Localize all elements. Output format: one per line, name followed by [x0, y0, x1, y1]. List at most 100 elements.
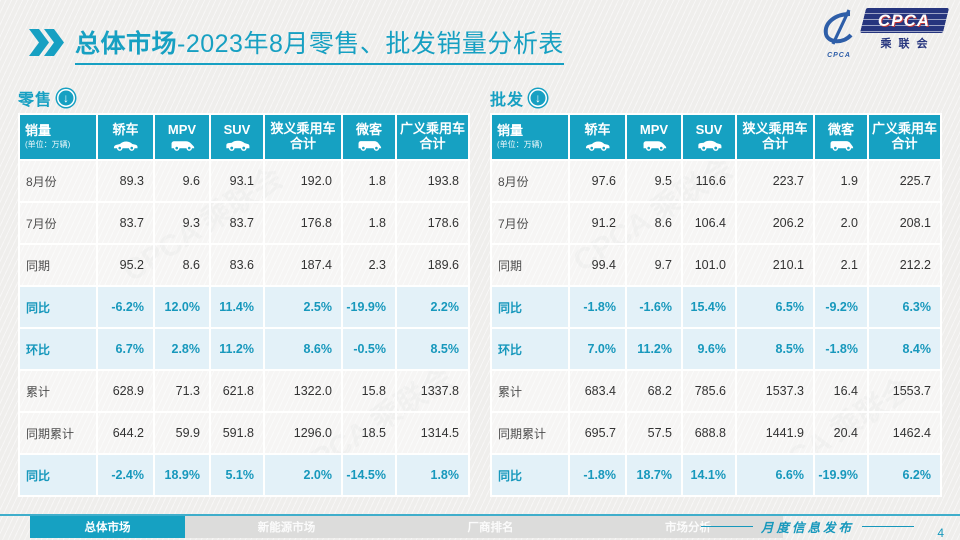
value-cell: 68.2 — [625, 369, 683, 413]
value-cell: -19.9% — [341, 285, 397, 329]
nav-tab-market-analysis[interactable]: 市场分析 — [593, 516, 783, 538]
row-label: 环比 — [490, 327, 570, 371]
value-cell: 6.2% — [867, 453, 942, 497]
row-label: 同比 — [18, 285, 98, 329]
row-label: 同比 — [18, 453, 98, 497]
value-cell: 89.3 — [96, 159, 155, 203]
table-row: 环比 7.0% 11.2% 9.6% 8.5% -1.8% 8.4% — [490, 327, 942, 371]
value-cell: 11.2% — [625, 327, 683, 371]
column-header: 微客 — [813, 113, 869, 161]
value-cell: 59.9 — [153, 411, 211, 455]
page-title: 总体市场-2023年8月零售、批发销量分析表 — [75, 24, 564, 65]
footer-note-dash — [700, 526, 753, 527]
value-cell: 18.9% — [153, 453, 211, 497]
value-cell: 15.8 — [341, 369, 397, 413]
value-cell: 2.5% — [263, 285, 343, 329]
sedan-icon — [572, 139, 623, 152]
value-cell: 8.6% — [263, 327, 343, 371]
value-cell: 1441.9 — [735, 411, 815, 455]
value-cell: 1296.0 — [263, 411, 343, 455]
value-cell: 93.1 — [209, 159, 265, 203]
nav-tab-oem-ranking[interactable]: 厂商排名 — [388, 516, 593, 538]
value-cell: 99.4 — [568, 243, 627, 287]
value-cell: 14.1% — [681, 453, 737, 497]
nav-tab-overall-market[interactable]: 总体市场 — [30, 516, 185, 538]
value-cell: -19.9% — [813, 453, 869, 497]
value-cell: 91.2 — [568, 201, 627, 245]
van-icon — [345, 139, 393, 152]
value-cell: 208.1 — [867, 201, 942, 245]
value-cell: 176.8 — [263, 201, 343, 245]
page-title-rest: -2023年8月零售、批发销量分析表 — [177, 30, 564, 58]
table-row: 同期 95.2 8.6 83.6 187.4 2.3 189.6 — [18, 243, 470, 287]
row-label: 同期累计 — [490, 411, 570, 455]
table-row: 7月份 83.7 9.3 83.7 176.8 1.8 178.6 — [18, 201, 470, 245]
value-cell: 20.4 — [813, 411, 869, 455]
table-row: 同比 -1.8% -1.6% 15.4% 6.5% -9.2% 6.3% — [490, 285, 942, 329]
column-header: 轿车 — [568, 113, 627, 161]
value-cell: 15.4% — [681, 285, 737, 329]
row-label: 同期 — [18, 243, 98, 287]
column-header: 广义乘用车合计 — [395, 113, 470, 161]
value-cell: 695.7 — [568, 411, 627, 455]
retail-section: 零售 ↓ 销量 (单位：万辆) 轿车 MPV SUV 狭义乘用车合计 微客 广义乘用车合计 8月… — [18, 86, 470, 497]
value-cell: 83.7 — [96, 201, 155, 245]
value-cell: 621.8 — [209, 369, 265, 413]
value-cell: -1.8% — [813, 327, 869, 371]
value-cell: 206.2 — [735, 201, 815, 245]
value-cell: 1462.4 — [867, 411, 942, 455]
mpv-icon — [629, 139, 679, 152]
value-cell: 71.3 — [153, 369, 211, 413]
table-row: 7月份 91.2 8.6 106.4 206.2 2.0 208.1 — [490, 201, 942, 245]
value-cell: -2.4% — [96, 453, 155, 497]
value-cell: 591.8 — [209, 411, 265, 455]
cpca-logo: CPCA CPCA 乘联会 — [818, 8, 950, 66]
double-chevron-icon — [28, 29, 65, 61]
value-cell: 1.8 — [341, 159, 397, 203]
cpca-plate: CPCA — [859, 8, 950, 33]
value-cell: 83.7 — [209, 201, 265, 245]
value-cell: -6.2% — [96, 285, 155, 329]
row-label: 累计 — [18, 369, 98, 413]
value-cell: 683.4 — [568, 369, 627, 413]
value-cell: 6.7% — [96, 327, 155, 371]
page-title-section: 总体市场 — [75, 30, 178, 58]
row-label: 7月份 — [490, 201, 570, 245]
column-header: SUV — [681, 113, 737, 161]
value-cell: 8.6 — [625, 201, 683, 245]
value-cell: 2.1 — [813, 243, 869, 287]
cpca-swoosh-icon: CPCA — [818, 8, 860, 59]
bottom-nav: 总体市场 新能源市场 厂商排名 市场分析 — [30, 516, 783, 538]
value-cell: 83.6 — [209, 243, 265, 287]
value-cell: 2.8% — [153, 327, 211, 371]
wholesale-data-table: 销量 (单位：万辆) 轿车 MPV SUV 狭义乘用车合计 微客 广义乘用车合计 8月份 97.6… — [490, 113, 942, 497]
value-cell: 628.9 — [96, 369, 155, 413]
table-row: 同比 -6.2% 12.0% 11.4% 2.5% -19.9% 2.2% — [18, 285, 470, 329]
down-arrow-icon: ↓ — [57, 89, 76, 107]
value-cell: 223.7 — [735, 159, 815, 203]
table-row: 同比 -1.8% 18.7% 14.1% 6.6% -19.9% 6.2% — [490, 453, 942, 497]
value-cell: -0.5% — [341, 327, 397, 371]
column-header: 狭义乘用车合计 — [263, 113, 343, 161]
retail-table-title: 零售 — [18, 92, 53, 109]
table-row: 环比 6.7% 2.8% 11.2% 8.6% -0.5% 8.5% — [18, 327, 470, 371]
footer-divider — [0, 514, 960, 516]
unit-header-cell: 销量 (单位：万辆) — [490, 113, 570, 161]
value-cell: 785.6 — [681, 369, 737, 413]
table-row: 累计 628.9 71.3 621.8 1322.0 15.8 1337.8 — [18, 369, 470, 413]
value-cell: 57.5 — [625, 411, 683, 455]
value-cell: 9.6 — [153, 159, 211, 203]
retail-data-table: 销量 (单位：万辆) 轿车 MPV SUV 狭义乘用车合计 微客 广义乘用车合计 8月份 89.3… — [18, 113, 470, 497]
value-cell: 2.3 — [341, 243, 397, 287]
column-header: 狭义乘用车合计 — [735, 113, 815, 161]
value-cell: 212.2 — [867, 243, 942, 287]
value-cell: 6.3% — [867, 285, 942, 329]
value-cell: 7.0% — [568, 327, 627, 371]
column-header: SUV — [209, 113, 265, 161]
value-cell: 192.0 — [263, 159, 343, 203]
value-cell: 9.3 — [153, 201, 211, 245]
nav-tab-nev-market[interactable]: 新能源市场 — [185, 516, 388, 538]
value-cell: 193.8 — [395, 159, 470, 203]
mpv-icon — [157, 139, 207, 152]
value-cell: 11.4% — [209, 285, 265, 329]
